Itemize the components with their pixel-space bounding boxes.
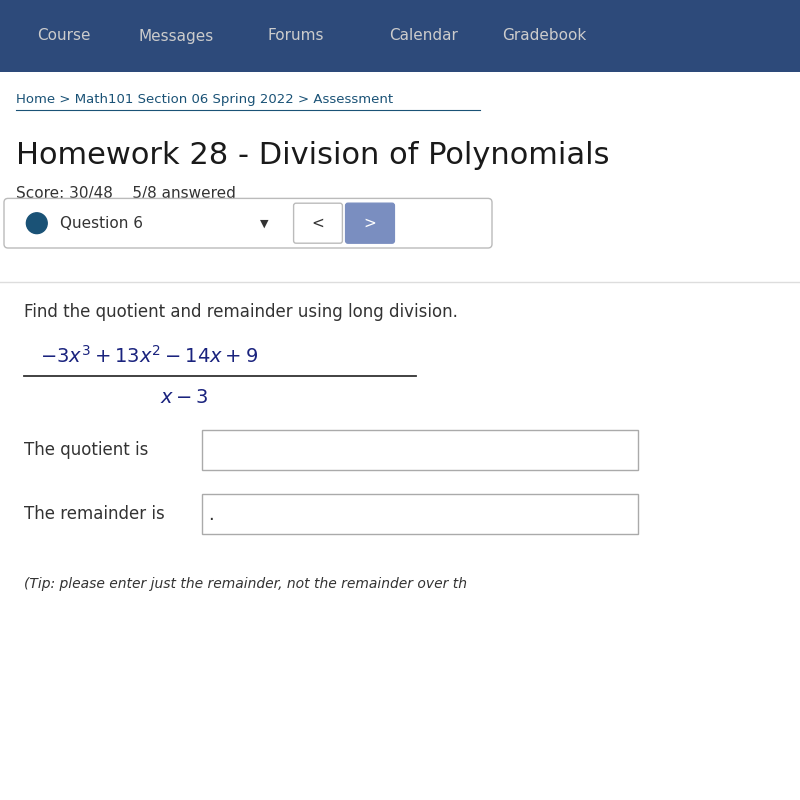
FancyBboxPatch shape [0,0,800,72]
Text: Course: Course [38,29,90,43]
FancyBboxPatch shape [0,72,800,800]
Text: The quotient is: The quotient is [24,441,148,458]
Text: $-3x^3 + 13x^2 - 14x + 9$: $-3x^3 + 13x^2 - 14x + 9$ [40,345,258,367]
FancyBboxPatch shape [4,198,492,248]
Text: Question 6: Question 6 [60,216,143,230]
FancyBboxPatch shape [294,203,342,243]
Text: <: < [311,216,324,230]
Text: >: > [363,216,376,230]
Text: The remainder is: The remainder is [24,505,165,522]
Text: Gradebook: Gradebook [502,29,586,43]
FancyBboxPatch shape [202,430,638,470]
Circle shape [26,213,47,234]
Text: ▼: ▼ [260,218,268,228]
Text: .: . [208,506,214,524]
FancyBboxPatch shape [346,203,394,243]
Text: Homework 28 - Division of Polynomials: Homework 28 - Division of Polynomials [16,142,610,170]
Text: Score: 30/48    5/8 answered: Score: 30/48 5/8 answered [16,186,236,201]
Text: (Tip: please enter just the remainder, not the remainder over th: (Tip: please enter just the remainder, n… [24,577,467,591]
Text: Home > Math101 Section 06 Spring 2022 > Assessment: Home > Math101 Section 06 Spring 2022 > … [16,94,393,106]
FancyBboxPatch shape [202,494,638,534]
Text: $x - 3$: $x - 3$ [160,388,209,407]
Text: Find the quotient and remainder using long division.: Find the quotient and remainder using lo… [24,303,458,321]
Text: Messages: Messages [138,29,214,43]
Text: Calendar: Calendar [390,29,458,43]
Text: Forums: Forums [268,29,324,43]
